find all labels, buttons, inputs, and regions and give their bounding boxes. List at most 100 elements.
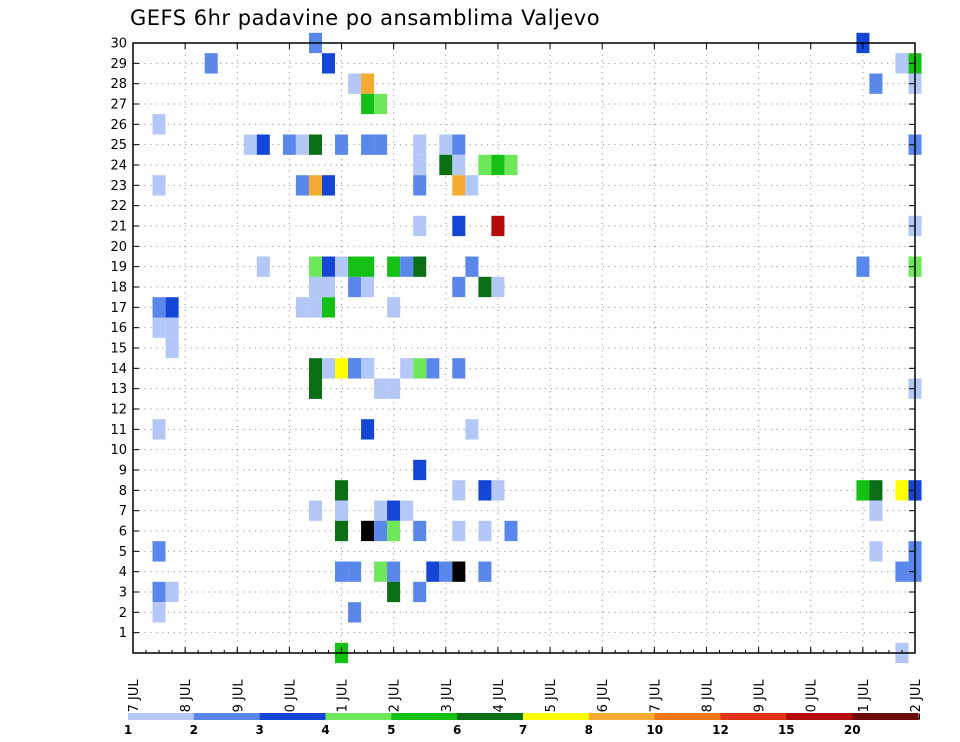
x-tick-label: 13 JUL bbox=[440, 679, 455, 721]
data-cell bbox=[439, 561, 453, 582]
data-cell bbox=[309, 134, 323, 155]
data-cell bbox=[309, 358, 323, 379]
data-cell bbox=[452, 175, 466, 196]
data-cell bbox=[335, 480, 349, 501]
data-cell bbox=[387, 520, 401, 542]
colorbar-segment bbox=[128, 713, 195, 720]
y-tick-label: 4 bbox=[119, 565, 127, 580]
colorbar: 1 2 3 4 5 6 7 8 10 12 15 20 bbox=[124, 713, 919, 737]
y-tick-label: 14 bbox=[110, 362, 127, 377]
data-cell bbox=[895, 53, 909, 74]
data-cell bbox=[400, 500, 414, 521]
data-cell bbox=[361, 520, 375, 542]
data-cell bbox=[256, 256, 270, 277]
data-cell bbox=[478, 520, 492, 542]
x-tick-label: 22 JUL bbox=[909, 679, 924, 721]
data-cell bbox=[491, 154, 505, 176]
colorbar-segment bbox=[193, 713, 261, 720]
y-tick-label: 13 bbox=[110, 382, 127, 397]
x-tick-label: 12 JUL bbox=[388, 679, 403, 721]
colorbar-label: 7 bbox=[519, 723, 527, 737]
data-cell bbox=[491, 215, 505, 237]
y-tick-label: 16 bbox=[110, 321, 127, 336]
y-tick-label: 1 bbox=[119, 626, 127, 641]
x-tick-label: 16 JUL bbox=[596, 679, 611, 721]
cells-layer bbox=[152, 32, 922, 664]
colorbar-segment bbox=[786, 713, 853, 720]
chart-title: GEFS 6hr padavine po ansamblima Valjevo bbox=[130, 6, 601, 30]
data-cell bbox=[374, 500, 388, 521]
data-cell bbox=[491, 276, 505, 298]
colorbar-segment bbox=[523, 713, 590, 720]
data-cell bbox=[895, 561, 909, 582]
data-cell bbox=[165, 317, 179, 338]
x-tick-label: 14 JUL bbox=[492, 679, 507, 721]
y-tick-label: 12 bbox=[110, 403, 127, 418]
x-tick-label: 18 JUL bbox=[700, 679, 715, 721]
data-cell bbox=[204, 53, 218, 74]
data-cell bbox=[413, 581, 427, 603]
data-cell bbox=[374, 561, 388, 582]
data-cell bbox=[152, 175, 166, 196]
colorbar-segment bbox=[391, 713, 458, 720]
data-cell bbox=[165, 581, 179, 603]
data-cell bbox=[335, 520, 349, 542]
data-cell bbox=[413, 459, 427, 481]
data-cell bbox=[348, 358, 362, 379]
colorbar-segment bbox=[852, 713, 919, 720]
data-cell bbox=[452, 276, 466, 298]
colorbar-label: 4 bbox=[321, 723, 329, 737]
data-cell bbox=[869, 73, 883, 94]
data-cell bbox=[309, 297, 323, 318]
y-tick-label: 9 bbox=[119, 464, 127, 479]
data-cell bbox=[335, 256, 349, 277]
data-cell bbox=[413, 358, 427, 379]
y-tick-label: 2 bbox=[119, 606, 127, 621]
data-cell bbox=[478, 480, 492, 501]
data-cell bbox=[387, 581, 401, 603]
data-cell bbox=[348, 561, 362, 582]
x-tick-label: 10 JUL bbox=[283, 679, 298, 721]
data-cell bbox=[322, 358, 336, 379]
data-cell bbox=[322, 53, 336, 74]
x-tick-label: 21 JUL bbox=[857, 679, 872, 721]
y-tick-label: 24 bbox=[110, 159, 127, 174]
y-tick-label: 29 bbox=[110, 57, 127, 72]
data-cell bbox=[869, 500, 883, 521]
colorbar-label: 6 bbox=[453, 723, 461, 737]
data-cell bbox=[856, 480, 870, 501]
data-cell bbox=[361, 93, 375, 115]
colorbar-segment bbox=[457, 713, 524, 720]
data-cell bbox=[295, 134, 309, 155]
data-cell bbox=[413, 256, 427, 277]
y-tick-label: 26 bbox=[110, 118, 127, 133]
y-tick-label: 20 bbox=[110, 240, 127, 255]
data-cell bbox=[478, 154, 492, 176]
y-tick-label: 23 bbox=[110, 179, 127, 194]
y-tick-label: 25 bbox=[110, 138, 127, 153]
data-cell bbox=[465, 256, 479, 277]
data-cell bbox=[152, 317, 166, 338]
data-cell bbox=[309, 500, 323, 521]
data-cell bbox=[152, 581, 166, 603]
data-cell bbox=[478, 561, 492, 582]
y-tick-label: 22 bbox=[110, 199, 127, 214]
data-cell bbox=[322, 256, 336, 277]
data-cell bbox=[465, 175, 479, 196]
data-cell bbox=[400, 256, 414, 277]
data-cell bbox=[387, 561, 401, 582]
colorbar-segment bbox=[720, 713, 787, 720]
data-cell bbox=[243, 134, 257, 155]
data-cell bbox=[426, 358, 440, 379]
data-cell bbox=[387, 500, 401, 521]
data-cell bbox=[452, 520, 466, 542]
x-tick-label: 07 JUL bbox=[127, 679, 142, 721]
x-tick-label: 11 JUL bbox=[336, 679, 351, 721]
data-cell bbox=[413, 134, 427, 155]
colorbar-label: 8 bbox=[585, 723, 593, 737]
y-tick-label: 3 bbox=[119, 586, 127, 601]
data-cell bbox=[869, 480, 883, 501]
data-cell bbox=[335, 358, 349, 379]
x-tick-label: 08 JUL bbox=[179, 679, 194, 721]
data-cell bbox=[361, 358, 375, 379]
